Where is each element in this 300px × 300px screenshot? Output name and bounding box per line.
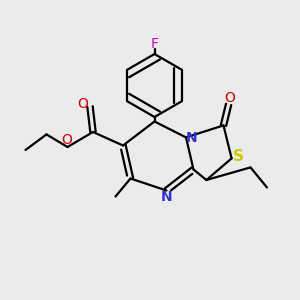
Text: O: O: [77, 97, 88, 110]
Text: F: F: [151, 38, 158, 51]
Text: N: N: [161, 190, 172, 204]
Text: S: S: [233, 149, 244, 164]
Text: N: N: [186, 131, 197, 145]
Text: O: O: [61, 134, 72, 147]
Text: O: O: [225, 91, 236, 105]
